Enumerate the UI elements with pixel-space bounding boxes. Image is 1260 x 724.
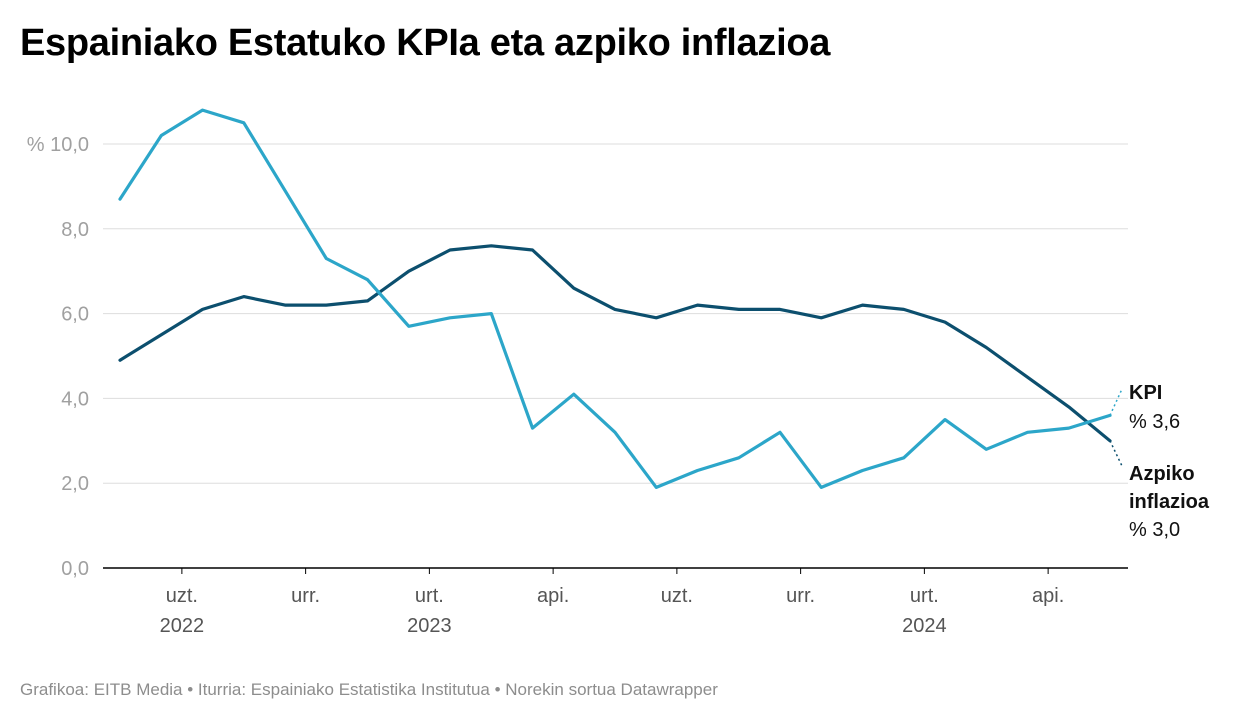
x-tick-label: urt. — [415, 585, 444, 607]
kpi-series-name: KPI — [1129, 382, 1162, 404]
series-lines — [118, 108, 1123, 489]
x-tick-label: urt. — [910, 585, 939, 607]
x-tick-label: urr. — [786, 585, 815, 607]
y-tick-label: % 10,0 — [27, 134, 89, 156]
core-label-connector — [1109, 440, 1123, 467]
series-labels: KPI % 3,6 Azpiko inflazioa % 3,0 — [1129, 382, 1210, 541]
core-series-name-line2: inflazioa — [1129, 491, 1210, 513]
core-series-value: % 3,0 — [1129, 519, 1180, 541]
x-tick-label: uzt. — [661, 585, 693, 607]
x-tick-label: api. — [1032, 585, 1064, 607]
gridlines — [103, 143, 1128, 569]
x-tick-year: 2022 — [160, 615, 205, 637]
kpi-series-line — [118, 108, 1112, 489]
core-series-name-line1: Azpiko — [1129, 463, 1195, 485]
kpi-series-value: % 3,6 — [1129, 411, 1180, 433]
chart-title: Espainiako Estatuko KPIa eta azpiko infl… — [20, 22, 831, 64]
x-tick-year: 2024 — [902, 615, 947, 637]
y-axis-ticks: 0,0 2,0 4,0 6,0 8,0 % 10,0 — [27, 134, 89, 580]
y-tick-label: 0,0 — [61, 558, 89, 580]
y-tick-label: 8,0 — [61, 219, 89, 241]
x-tick-label: uzt. — [166, 585, 198, 607]
x-tick-label: api. — [537, 585, 569, 607]
core-series-line — [118, 244, 1112, 443]
source-footer: Grafikoa: EITB Media • Iturria: Espainia… — [20, 680, 718, 699]
x-tick-year: 2023 — [407, 615, 452, 637]
x-axis-ticks: uzt. 2022 urr. urt. 2023 api. uzt. urr. urt. 2024… — [160, 568, 1064, 637]
x-tick-label: urr. — [291, 585, 320, 607]
y-tick-label: 4,0 — [61, 388, 89, 410]
y-tick-label: 2,0 — [61, 473, 89, 495]
y-tick-label: 6,0 — [61, 304, 89, 326]
kpi-label-connector — [1109, 388, 1123, 416]
